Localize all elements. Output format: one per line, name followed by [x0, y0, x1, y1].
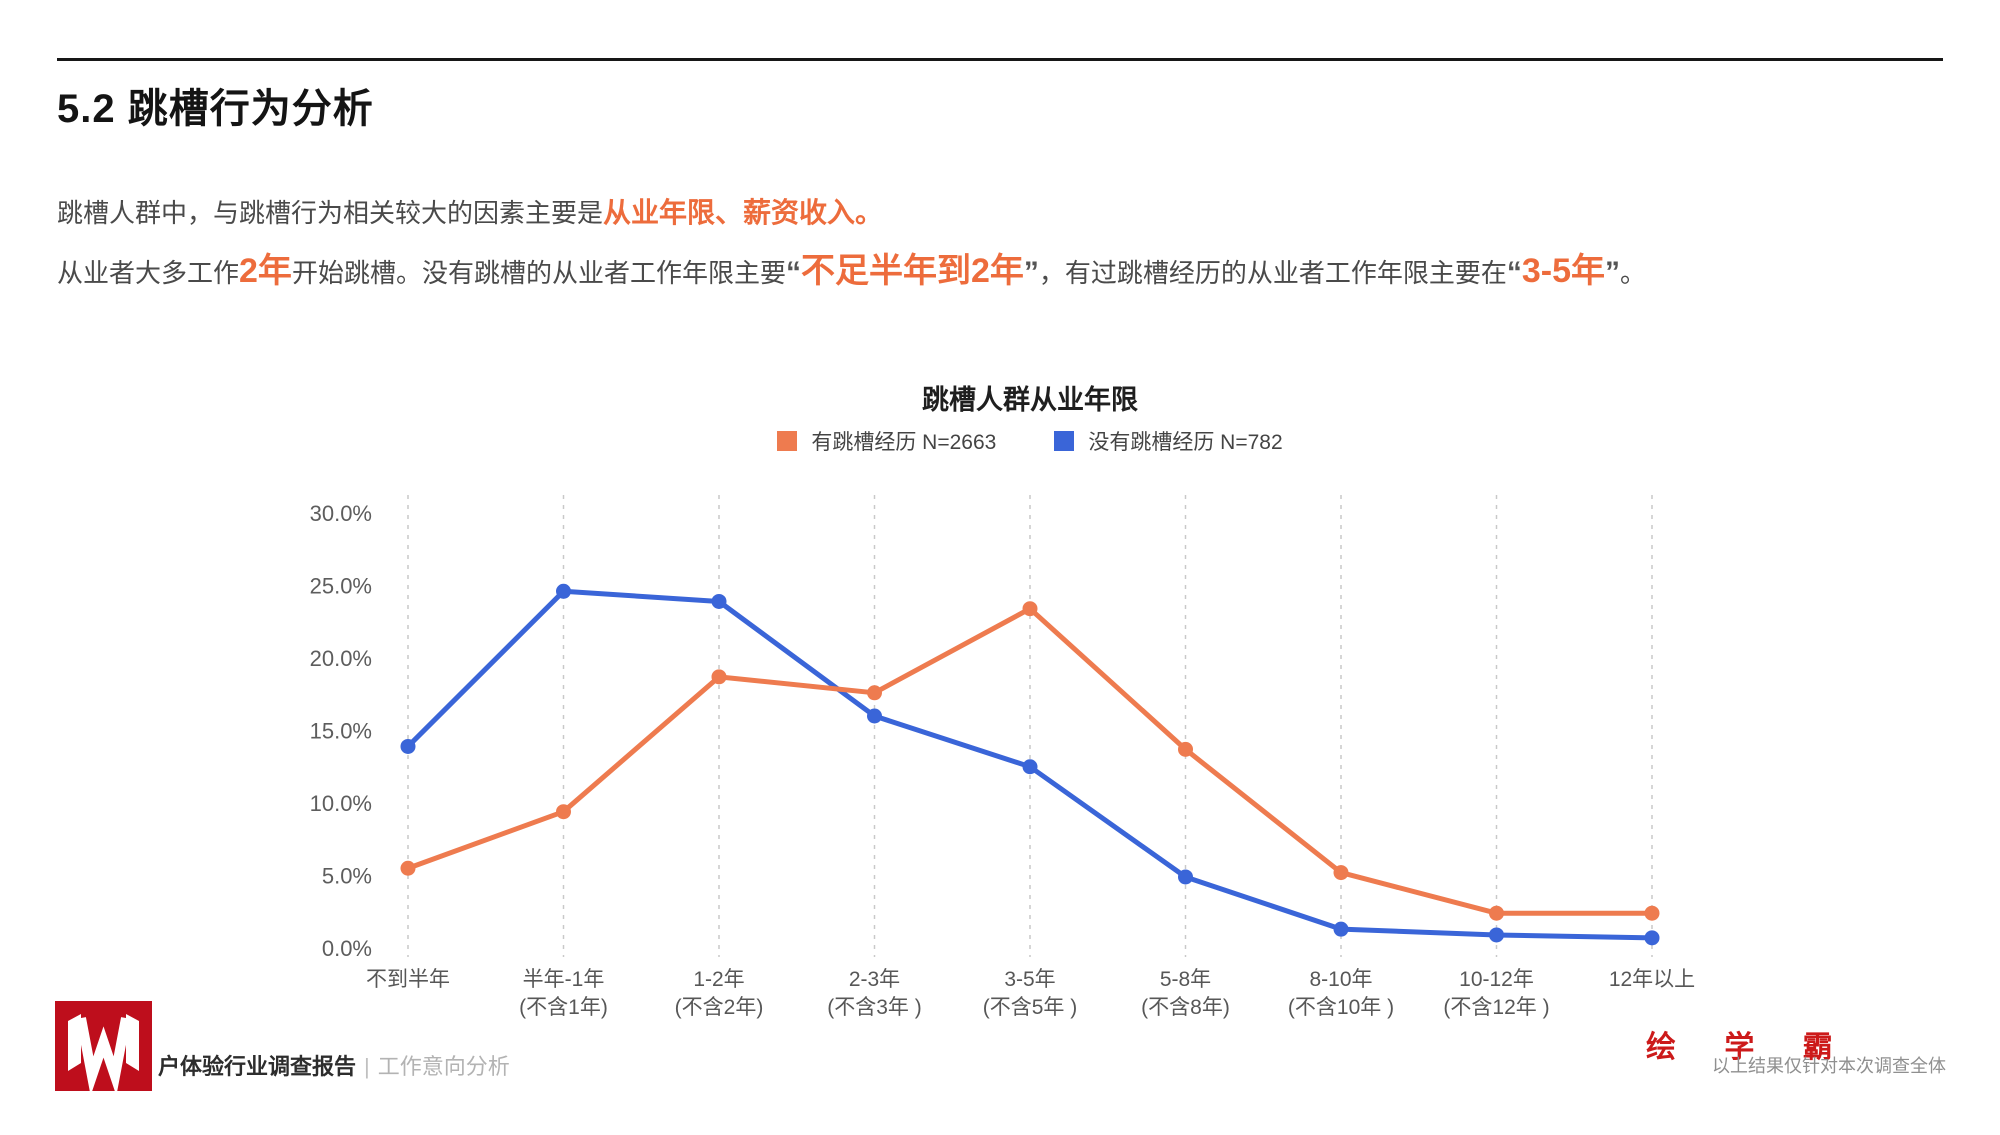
x-tick-sublabel: (不含2年): [675, 996, 764, 1019]
x-tick-label: 不到半年: [366, 968, 450, 991]
intro-line-2: 从业者大多工作2年开始跳槽。没有跳槽的从业者工作年限主要“不足半年到2年”，有过…: [57, 242, 1937, 302]
x-tick-label: 12年以上: [1609, 968, 1695, 991]
series-point-1: [1022, 759, 1038, 775]
x-tick-label: 5-8年: [1160, 968, 1211, 991]
series-point-0: [556, 804, 571, 820]
x-tick-label: 8-10年: [1309, 968, 1372, 991]
series-point-1: [556, 583, 571, 599]
y-tick-label: 25.0%: [310, 574, 372, 599]
x-tick-sublabel: (不含5年 ): [983, 996, 1078, 1019]
legend-item-with-hop: 有跳槽经历 N=2663: [777, 426, 996, 456]
series-point-1: [1333, 921, 1349, 937]
series-point-0: [1022, 601, 1038, 617]
series-point-0: [400, 860, 416, 876]
open-quote: “: [785, 256, 801, 289]
x-tick-label: 10-12年: [1459, 968, 1534, 991]
y-tick-label: 10.0%: [310, 791, 372, 816]
x-tick-label: 3-5年: [1004, 968, 1055, 991]
x-tick-sublabel: (不含12年 ): [1443, 996, 1549, 1019]
x-tick-sublabel: (不含10年 ): [1288, 996, 1394, 1019]
footer-left: 户体验行业调查报告 | 工作意向分析: [158, 1049, 510, 1081]
y-tick-label: 0.0%: [322, 936, 372, 961]
x-tick-label: 1-2年: [693, 968, 744, 991]
intro-text: 跳槽人群中，与跳槽行为相关较大的因素主要是: [57, 198, 604, 228]
footer-separator: |: [364, 1054, 370, 1079]
x-tick-label: 半年-1年: [523, 968, 605, 991]
intro-highlight: 2年: [239, 252, 292, 290]
series-point-1: [1489, 927, 1504, 943]
series-point-1: [711, 593, 727, 609]
logo-left-slab: [68, 1014, 81, 1071]
series-point-0: [1489, 905, 1504, 921]
intro-line-1: 跳槽人群中，与跳槽行为相关较大的因素主要是从业年限、薪资收入。: [57, 184, 1937, 242]
section-title: 5.2 跳槽行为分析: [57, 87, 374, 131]
intro-text: ，有过跳槽经历的从业者工作年限主要在: [1038, 258, 1507, 288]
legend-swatch: [1054, 431, 1075, 451]
series-point-0: [711, 669, 727, 685]
x-tick-sublabel: (不含1年): [519, 996, 608, 1019]
x-tick-label: 2-3年: [849, 968, 900, 991]
chart-title: 跳槽人群从业年限: [922, 385, 1138, 415]
intro-highlight: 不足半年到2年: [800, 252, 1024, 290]
survey-note: 以上结果仅针对本次调查全体: [1712, 1056, 1946, 1076]
series-point-1: [867, 708, 882, 724]
chart-legend: 有跳槽经历 N=2663 没有跳槽经历 N=782: [408, 426, 1652, 456]
logo-w-stroke: [76, 1017, 131, 1091]
series-point-0: [1333, 865, 1349, 881]
series-point-0: [1178, 741, 1193, 757]
y-tick-label: 20.0%: [310, 646, 372, 671]
x-tick-sublabel: (不含8年): [1141, 996, 1230, 1019]
top-divider-rule: [57, 58, 1943, 61]
close-quote: ”: [1605, 256, 1621, 289]
intro-highlight: 3-5年: [1521, 252, 1606, 290]
y-tick-label: 30.0%: [310, 501, 372, 526]
footer-section-label: 工作意向分析: [377, 1054, 510, 1079]
x-tick-sublabel: (不含3年 ): [827, 996, 922, 1019]
legend-label: 没有跳槽经历 N=782: [1088, 431, 1283, 454]
legend-swatch: [777, 431, 798, 451]
company-logo: [55, 1001, 152, 1091]
legend-item-no-hop: 没有跳槽经历 N=782: [1054, 426, 1283, 456]
intro-paragraph: 跳槽人群中，与跳槽行为相关较大的因素主要是从业年限、薪资收入。 从业者大多工作2…: [57, 184, 1937, 302]
y-tick-label: 5.0%: [322, 864, 372, 889]
legend-label: 有跳槽经历 N=2663: [811, 431, 997, 454]
series-point-0: [1644, 905, 1660, 921]
series-point-1: [400, 738, 416, 754]
open-quote: “: [1506, 256, 1522, 289]
report-title: 户体验行业调查报告: [158, 1054, 357, 1079]
series-point-0: [867, 685, 882, 701]
y-tick-label: 15.0%: [310, 719, 372, 744]
close-quote: ”: [1023, 256, 1039, 289]
intro-highlight: 从业年限、薪资收入。: [603, 197, 884, 228]
intro-text: 从业者大多工作: [57, 258, 240, 288]
logo-right-slab: [126, 1014, 139, 1071]
series-point-1: [1644, 930, 1660, 946]
intro-text: 。: [1620, 258, 1647, 288]
brand-watermark: 绘 学 霸: [1646, 1031, 1853, 1064]
series-point-1: [1178, 869, 1193, 885]
intro-text: 开始跳槽。没有跳槽的从业者工作年限主要: [291, 258, 786, 288]
